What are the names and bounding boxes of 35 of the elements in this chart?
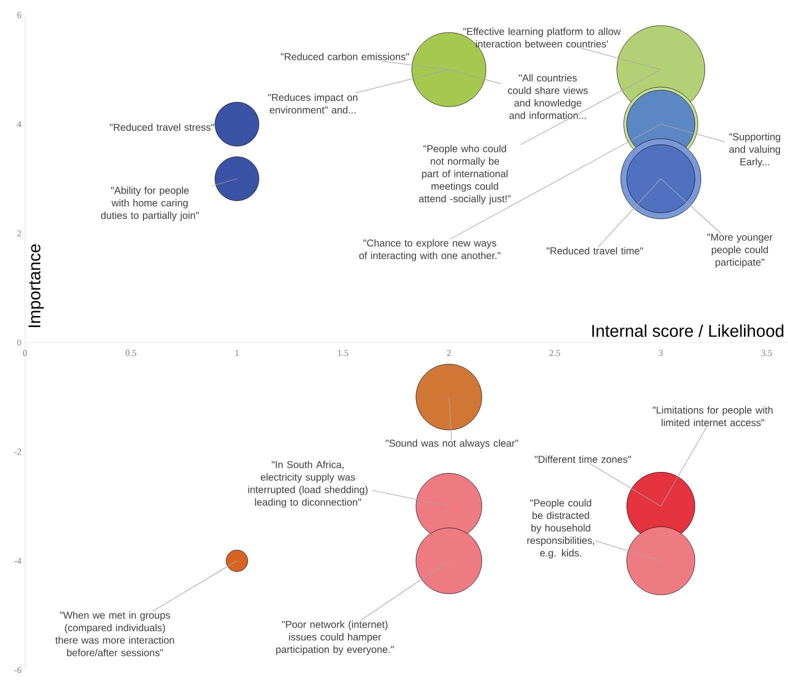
annotation: "Reduced travel time": [546, 247, 643, 254]
y-axis-title: Importance: [28, 244, 44, 328]
x-tick-label: 1.5: [338, 350, 348, 356]
annotation: "Limitations for people with limited internet access": [652, 406, 773, 426]
x-axis-title: Internal score / Likelihood: [592, 324, 784, 337]
x-tick-label: 2.5: [550, 350, 560, 356]
x-tick-label: 0.5: [126, 350, 136, 356]
annotation: "Supporting and valuing Early...: [729, 132, 780, 168]
annotation: "All countries could share views and knowledge and information...: [508, 74, 588, 119]
y-tick-label: -6: [14, 666, 22, 674]
annotation: "Chance to explore new ways of interacting with one another.": [359, 239, 500, 262]
x-tick-label: 2: [447, 350, 451, 356]
x-tick-label: 1: [235, 350, 239, 356]
annotation: "Poor network (internet) issues could hamper participation by everyone.": [276, 620, 394, 655]
annotation: "Different time zones": [534, 456, 631, 463]
x-tick-label: 3: [659, 350, 663, 356]
annotation: "Reduced travel stress": [110, 123, 214, 131]
annotation: "People could be distracted by household responsibilities, e.g. kids.: [527, 499, 594, 558]
annotation: "When we met in groups (compared individuals) there was more interaction before/after sessions": [55, 611, 174, 656]
x-tick-label: 3.5: [762, 350, 772, 356]
y-tick-label: 2: [17, 230, 21, 236]
annotation: "Sound was not always clear": [386, 439, 518, 449]
annotation: "Reduces impact on environment" and...: [268, 94, 358, 114]
x-tick-label: 0: [23, 350, 27, 356]
annotation: "Reduced carbon emissions": [280, 52, 409, 60]
y-tick-label: 0: [17, 339, 22, 346]
y-tick-label: 4: [17, 121, 22, 128]
y-tick-label: -4: [14, 558, 22, 564]
annotation: "Ability for people with home caring duties to partially join": [101, 186, 199, 221]
annotation: "Effective learning platform to allow interaction between countries': [463, 28, 621, 48]
y-tick-label: -2: [14, 448, 21, 455]
annotation: "People who could not normally be part of international meetings could attend -socially just!": [419, 144, 511, 204]
y-tick-label: 6: [17, 12, 22, 18]
annotation: "More younger people could participate": [707, 234, 773, 268]
annotation: "In South Africa, electricity supply was interrupted (load shedding) leading to diconnection": [248, 460, 368, 508]
